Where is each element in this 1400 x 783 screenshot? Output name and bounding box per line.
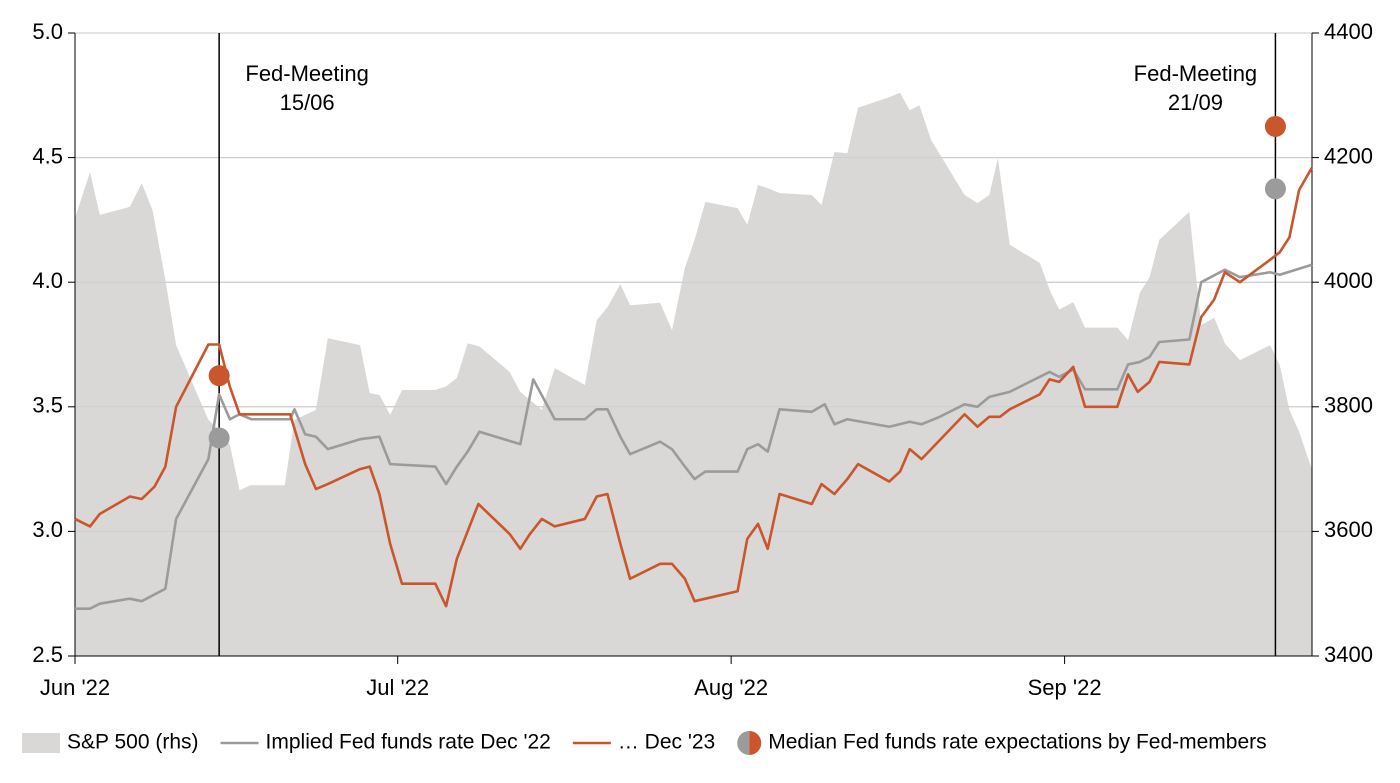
legend-label: Implied Fed funds rate Dec '22 xyxy=(266,731,551,754)
y2-tick-label: 3600 xyxy=(1324,517,1373,542)
legend-swatch xyxy=(737,731,750,755)
x-tick-label: Jun '22 xyxy=(40,675,110,700)
line xyxy=(75,263,1313,610)
marker-dec22 xyxy=(208,427,230,449)
x-tick-label: Aug '22 xyxy=(694,675,768,700)
x-tick-label: Sep '22 xyxy=(1028,675,1102,700)
y2-tick-label: 4200 xyxy=(1324,143,1373,168)
event-label: Fed-Meeting xyxy=(245,61,369,86)
area xyxy=(75,92,1312,657)
y-tick-label: 3.0 xyxy=(32,517,63,542)
marker-dec22 xyxy=(1264,178,1286,200)
legend-swatch xyxy=(749,731,762,755)
marker-dec23 xyxy=(1264,115,1286,137)
y-tick-label: 5.0 xyxy=(32,19,63,44)
legend-swatch xyxy=(22,733,60,753)
x-tick-label: Jul '22 xyxy=(366,675,429,700)
event-label: 21/09 xyxy=(1168,90,1223,115)
legend-label: S&P 500 (rhs) xyxy=(67,731,199,754)
event-label: Fed-Meeting xyxy=(1134,61,1258,86)
y2-tick-label: 3800 xyxy=(1324,393,1373,418)
legend-label: Median Fed funds rate expectations by Fe… xyxy=(768,731,1266,754)
y2-tick-label: 4000 xyxy=(1324,268,1373,293)
y2-tick-label: 4400 xyxy=(1324,19,1373,44)
y-tick-label: 2.5 xyxy=(32,642,63,667)
line xyxy=(74,166,1314,608)
marker-dec23 xyxy=(208,365,230,387)
y-tick-label: 4.5 xyxy=(32,143,63,168)
y-tick-label: 3.5 xyxy=(32,393,63,418)
y2-tick-label: 3400 xyxy=(1324,642,1373,667)
legend-label: … Dec '23 xyxy=(618,731,715,754)
y-tick-label: 4.0 xyxy=(32,268,63,293)
event-label: 15/06 xyxy=(280,90,335,115)
